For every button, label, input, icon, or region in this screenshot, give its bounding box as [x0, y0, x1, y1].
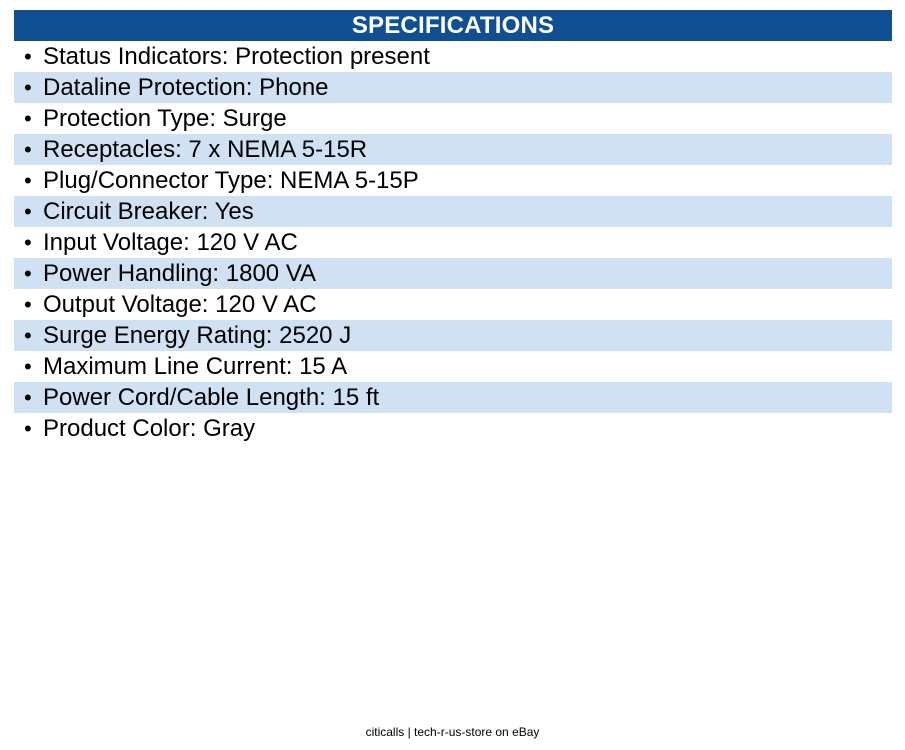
spec-list: • Status Indicators: Protection present •…	[14, 41, 892, 444]
spec-row: • Power Handling: 1800 VA	[14, 258, 892, 289]
spec-row: • Product Color: Gray	[14, 413, 892, 444]
specifications-panel: SPECIFICATIONS • Status Indicators: Prote…	[14, 10, 892, 444]
bullet-icon: •	[24, 167, 32, 193]
spec-row: • Output Voltage: 120 V AC	[14, 289, 892, 320]
spec-row: • Circuit Breaker: Yes	[14, 196, 892, 227]
bullet-icon: •	[24, 322, 32, 348]
spec-row: • Protection Type: Surge	[14, 103, 892, 134]
spec-text: Input Voltage: 120 V AC	[43, 228, 298, 256]
spec-row: • Receptacles: 7 x NEMA 5-15R	[14, 134, 892, 165]
bullet-icon: •	[24, 43, 32, 69]
bullet-icon: •	[24, 260, 32, 286]
bullet-icon: •	[24, 136, 32, 162]
spec-row: • Status Indicators: Protection present	[14, 41, 892, 72]
spec-row: • Surge Energy Rating: 2520 J	[14, 320, 892, 351]
bullet-icon: •	[24, 105, 32, 131]
spec-text: Power Handling: 1800 VA	[43, 259, 317, 287]
specifications-header: SPECIFICATIONS	[14, 10, 892, 41]
footer-credit: citicalls | tech-r-us-store on eBay	[365, 725, 540, 739]
spec-text: Output Voltage: 120 V AC	[43, 290, 317, 318]
spec-text: Status Indicators: Protection present	[43, 42, 430, 70]
spec-row: • Power Cord/Cable Length: 15 ft	[14, 382, 892, 413]
spec-text: Surge Energy Rating: 2520 J	[43, 321, 352, 349]
spec-text: Dataline Protection: Phone	[43, 73, 329, 101]
bullet-icon: •	[24, 229, 32, 255]
bullet-icon: •	[24, 74, 32, 100]
spec-text: Plug/Connector Type: NEMA 5-15P	[43, 166, 419, 194]
bullet-icon: •	[24, 198, 32, 224]
spec-text: Power Cord/Cable Length: 15 ft	[43, 383, 380, 411]
spec-text: Circuit Breaker: Yes	[43, 197, 254, 225]
spec-text: Receptacles: 7 x NEMA 5-15R	[43, 135, 368, 163]
spec-text: Protection Type: Surge	[43, 104, 287, 132]
bullet-icon: •	[24, 353, 32, 379]
bullet-icon: •	[24, 291, 32, 317]
bullet-icon: •	[24, 384, 32, 410]
spec-row: • Input Voltage: 120 V AC	[14, 227, 892, 258]
spec-row: • Plug/Connector Type: NEMA 5-15P	[14, 165, 892, 196]
spec-text: Product Color: Gray	[43, 414, 256, 442]
spec-row: • Maximum Line Current: 15 A	[14, 351, 892, 382]
spec-text: Maximum Line Current: 15 A	[43, 352, 348, 380]
spec-row: • Dataline Protection: Phone	[14, 72, 892, 103]
bullet-icon: •	[24, 415, 32, 441]
